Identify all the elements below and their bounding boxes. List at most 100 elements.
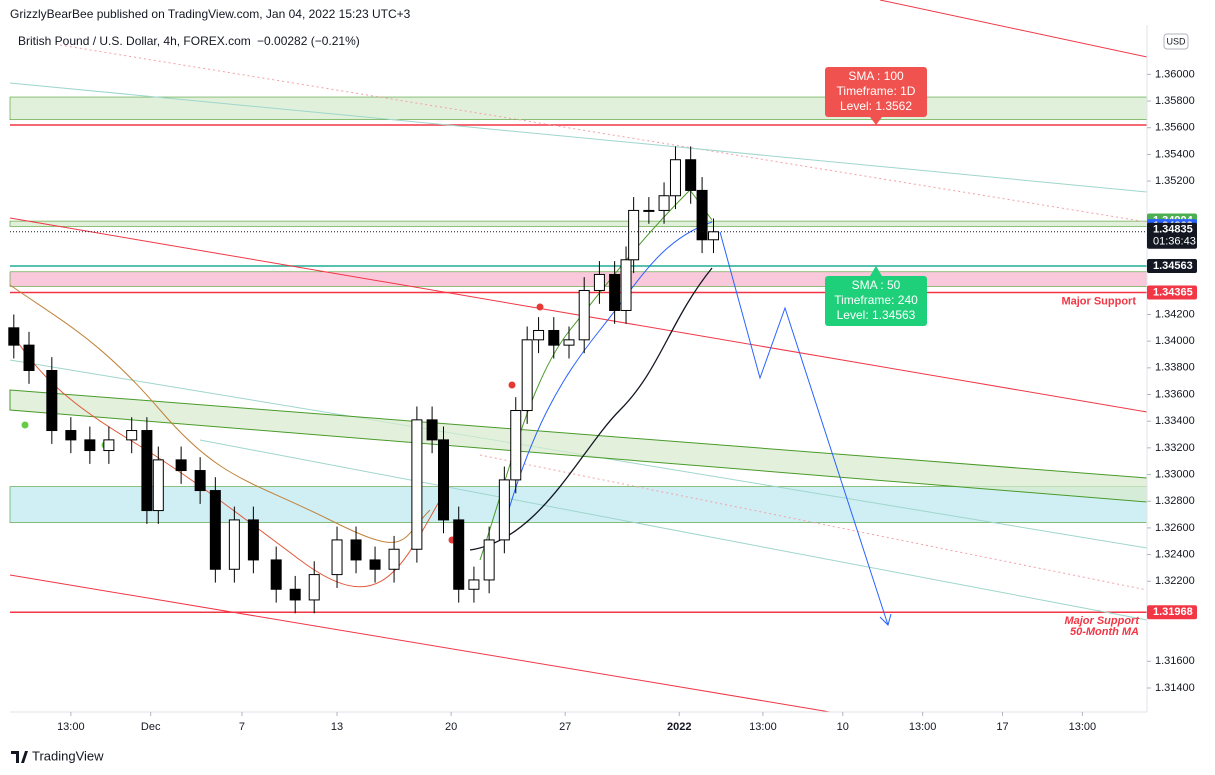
channel-line bbox=[59, 44, 1148, 223]
candle-body bbox=[84, 439, 96, 452]
x-tick-label: Dec bbox=[141, 721, 161, 733]
y-tick-label: 1.31400 bbox=[1155, 682, 1195, 694]
y-tick-label: 1.32600 bbox=[1155, 522, 1195, 534]
annotation-text: Level: 1.34563 bbox=[837, 308, 916, 322]
publisher: GrizzlyBearBee published on TradingView.… bbox=[10, 7, 411, 21]
drawings bbox=[9, 0, 1148, 713]
y-tick-label: 1.35400 bbox=[1155, 148, 1195, 160]
annotation-box bbox=[825, 276, 927, 326]
candle-body bbox=[46, 370, 58, 432]
candle-body bbox=[533, 329, 545, 341]
x-tick-label: 13:00 bbox=[1069, 721, 1097, 733]
candle-body bbox=[696, 189, 708, 241]
candle-body bbox=[65, 430, 77, 441]
price-tag bbox=[1147, 259, 1197, 274]
y-tick-label: 1.32200 bbox=[1155, 575, 1195, 587]
currency[interactable]: USD bbox=[1166, 36, 1186, 46]
price-tag bbox=[1147, 605, 1197, 620]
x-tick-label: 13:00 bbox=[57, 721, 85, 733]
projection-arrow bbox=[719, 231, 892, 626]
candle-body bbox=[628, 209, 640, 261]
candle-body bbox=[438, 439, 450, 521]
candle-body bbox=[658, 195, 670, 211]
price-tag bbox=[1147, 222, 1197, 249]
x-tick-label: 20 bbox=[445, 721, 457, 733]
y-tick-label: 1.36000 bbox=[1155, 68, 1195, 80]
y-tick-label: 1.34000 bbox=[1155, 335, 1195, 347]
annotation-text: SMA : 50 bbox=[852, 278, 901, 292]
candle-body bbox=[289, 588, 301, 601]
currency-box[interactable] bbox=[1163, 33, 1189, 50]
y-tick-label: 1.35600 bbox=[1155, 122, 1195, 134]
candle-body bbox=[350, 539, 362, 561]
x-tick-label: 27 bbox=[559, 721, 571, 733]
candle-body bbox=[175, 459, 187, 472]
candle-body bbox=[548, 329, 560, 346]
y-tick-label: 1.33000 bbox=[1155, 468, 1195, 480]
candle-body bbox=[578, 289, 590, 341]
x-tick-label: 13:00 bbox=[749, 721, 777, 733]
signal-dot bbox=[536, 303, 544, 311]
annotation-text: Timeframe: 240 bbox=[834, 293, 918, 307]
channel-line bbox=[199, 439, 1148, 621]
channel-line bbox=[9, 217, 1148, 413]
annotation-pointer bbox=[870, 117, 882, 126]
moving-average bbox=[499, 221, 713, 541]
y-tick-label: 1.35200 bbox=[1155, 175, 1195, 187]
candle-body bbox=[270, 559, 282, 590]
candle-body bbox=[593, 273, 605, 291]
moving-average bbox=[9, 284, 431, 543]
x-tick-label: 13:00 bbox=[909, 721, 937, 733]
zone bbox=[9, 486, 1148, 523]
price-tag bbox=[1147, 285, 1197, 300]
channel-line bbox=[879, 0, 1148, 58]
brand: TradingView bbox=[32, 748, 104, 763]
countdown: 01:36:43 bbox=[1153, 236, 1196, 248]
y-tick-label: 1.33400 bbox=[1155, 415, 1195, 427]
candle-body bbox=[707, 231, 719, 241]
y-tick-label: 1.32400 bbox=[1155, 548, 1195, 560]
y-tick-label: 1.32800 bbox=[1155, 495, 1195, 507]
candle-body bbox=[453, 519, 465, 590]
zone bbox=[9, 96, 1148, 121]
zone bbox=[9, 220, 1148, 227]
candle-body bbox=[426, 419, 438, 441]
price-tag-label: 1.34563 bbox=[1153, 260, 1193, 272]
candle-body bbox=[228, 519, 240, 570]
price-tag-label: 1.34365 bbox=[1153, 286, 1193, 298]
candle-body bbox=[411, 419, 423, 550]
level-label: 50-Month MA bbox=[1070, 626, 1139, 638]
x-tick-label: 17 bbox=[996, 721, 1008, 733]
candle-body bbox=[563, 339, 575, 346]
candle-body bbox=[483, 539, 495, 581]
level-label: Major Support bbox=[1061, 295, 1136, 307]
candle-body bbox=[521, 339, 533, 412]
y-tick-label: 1.33600 bbox=[1155, 388, 1195, 400]
level-label: Major Support bbox=[1064, 615, 1140, 627]
candle-body bbox=[388, 548, 400, 570]
y-tick-label: 1.33200 bbox=[1155, 442, 1195, 454]
candle-body bbox=[685, 159, 697, 191]
x-tick-label: 7 bbox=[239, 721, 245, 733]
zone bbox=[9, 271, 1148, 287]
y-tick-label: 1.35800 bbox=[1155, 95, 1195, 107]
candle-body bbox=[510, 410, 522, 481]
candle-body bbox=[369, 559, 381, 570]
annotation-text: Level: 1.3562 bbox=[840, 99, 912, 113]
candle-body bbox=[8, 327, 20, 346]
annotation-text: SMA : 100 bbox=[848, 69, 904, 83]
candle-body bbox=[194, 470, 206, 492]
candle-body bbox=[141, 430, 153, 512]
candle-body bbox=[308, 574, 320, 601]
candle-body bbox=[468, 579, 480, 590]
candle-body bbox=[620, 259, 632, 311]
y-tick-label: 1.31600 bbox=[1155, 655, 1195, 667]
channel-line bbox=[9, 82, 1148, 193]
candle-body bbox=[669, 159, 681, 197]
annotation-text: Timeframe: 1D bbox=[837, 84, 916, 98]
x-tick-label: 10 bbox=[837, 721, 849, 733]
